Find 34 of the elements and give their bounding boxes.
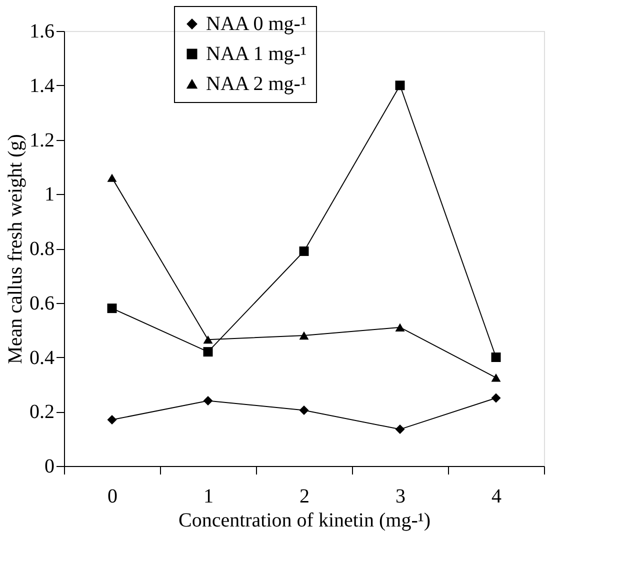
x-axis-title: Concentration of kinetin (mg-¹) bbox=[178, 510, 431, 532]
legend-label: NAA 2 mg-¹ bbox=[206, 73, 306, 95]
point bbox=[107, 415, 117, 425]
y-tick-label: 1.2 bbox=[30, 129, 54, 152]
y-tick-label: 1.4 bbox=[30, 74, 54, 97]
x-tick-label: 2 bbox=[300, 486, 310, 508]
point bbox=[299, 331, 309, 340]
point bbox=[395, 80, 405, 90]
y-tick-label: 0.2 bbox=[30, 401, 54, 424]
y-axis-title: Mean callus fresh weight (g) bbox=[4, 134, 26, 364]
point bbox=[395, 323, 405, 332]
point bbox=[203, 396, 213, 406]
point bbox=[491, 374, 501, 382]
x-tick-label: 3 bbox=[396, 486, 406, 508]
point bbox=[491, 352, 501, 362]
x-tick-label: 4 bbox=[492, 486, 502, 508]
y-tick-label: 0.4 bbox=[30, 346, 54, 369]
y-tick-label: 0 bbox=[44, 456, 54, 478]
legend-label: NAA 0 mg-¹ bbox=[206, 13, 306, 35]
point bbox=[299, 406, 309, 416]
y-tick-label: 1.6 bbox=[30, 20, 54, 42]
x-tick-label: 1 bbox=[204, 486, 214, 508]
y-tick-label: 1 bbox=[44, 184, 54, 206]
point bbox=[491, 393, 501, 403]
point bbox=[299, 246, 309, 256]
point bbox=[203, 335, 213, 344]
point bbox=[107, 304, 117, 314]
point bbox=[107, 174, 117, 182]
y-tick-label: 0.8 bbox=[30, 238, 54, 260]
legend-label: NAA 1 mg-¹ bbox=[206, 43, 306, 65]
point bbox=[203, 347, 213, 357]
point bbox=[395, 424, 405, 434]
x-tick-label: 0 bbox=[108, 486, 118, 508]
y-tick-label: 0.6 bbox=[30, 292, 54, 314]
